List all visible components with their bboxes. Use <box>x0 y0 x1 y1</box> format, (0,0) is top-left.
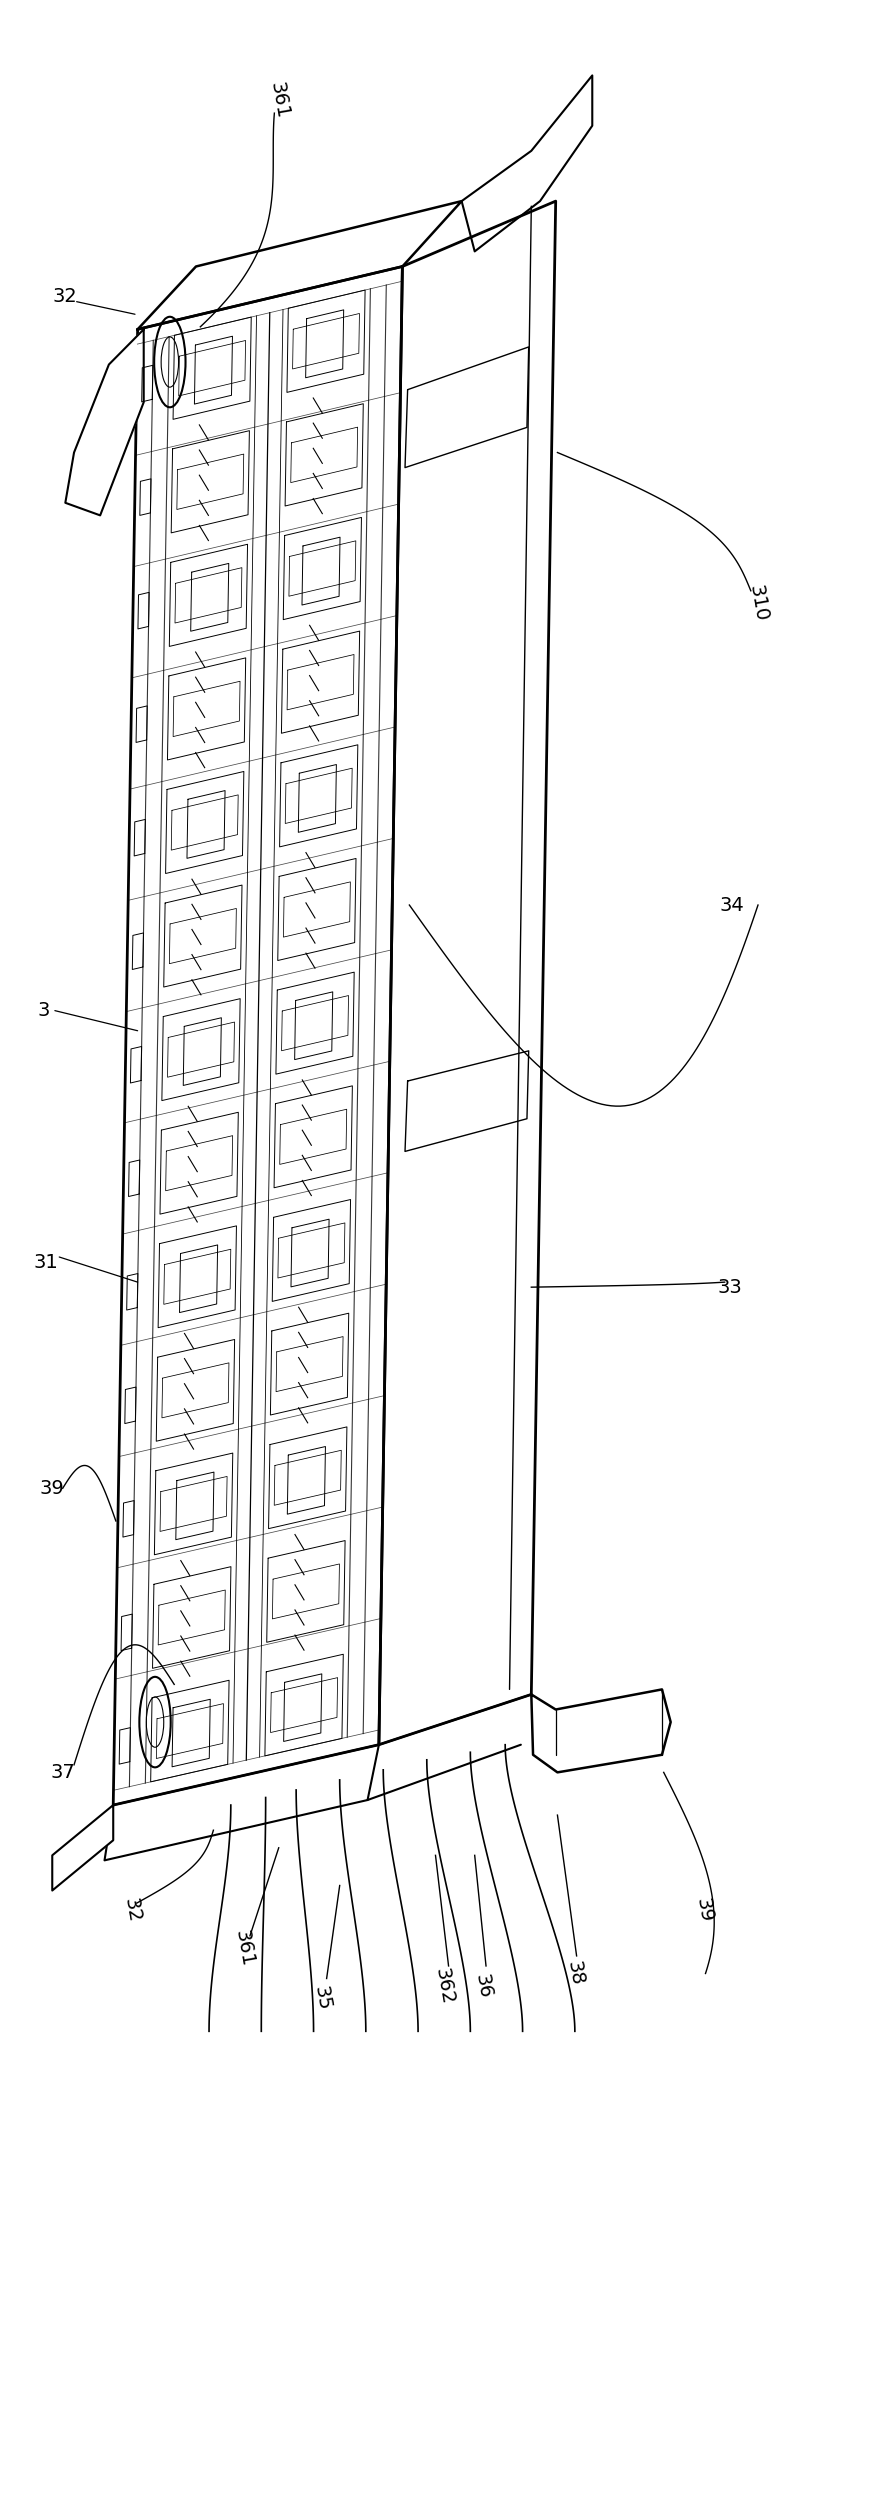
Text: 36: 36 <box>472 1971 495 2001</box>
Text: 34: 34 <box>719 895 744 915</box>
Polygon shape <box>462 75 592 251</box>
Text: 39: 39 <box>692 1896 715 1926</box>
Text: 32: 32 <box>53 287 78 307</box>
Text: 362: 362 <box>432 1966 456 2006</box>
Text: 39: 39 <box>40 1478 64 1498</box>
Polygon shape <box>65 329 144 515</box>
Text: 32: 32 <box>121 1896 144 1926</box>
Text: 37: 37 <box>51 1762 75 1782</box>
Text: 31: 31 <box>34 1252 58 1272</box>
Text: 310: 310 <box>746 583 770 623</box>
Text: 38: 38 <box>564 1958 586 1989</box>
Polygon shape <box>52 1805 113 1891</box>
Text: 361: 361 <box>267 80 291 121</box>
Text: 35: 35 <box>311 1984 334 2014</box>
Text: 361: 361 <box>232 1928 256 1968</box>
Polygon shape <box>531 1689 671 1772</box>
Text: 33: 33 <box>718 1277 742 1297</box>
Text: 3: 3 <box>37 1001 50 1021</box>
